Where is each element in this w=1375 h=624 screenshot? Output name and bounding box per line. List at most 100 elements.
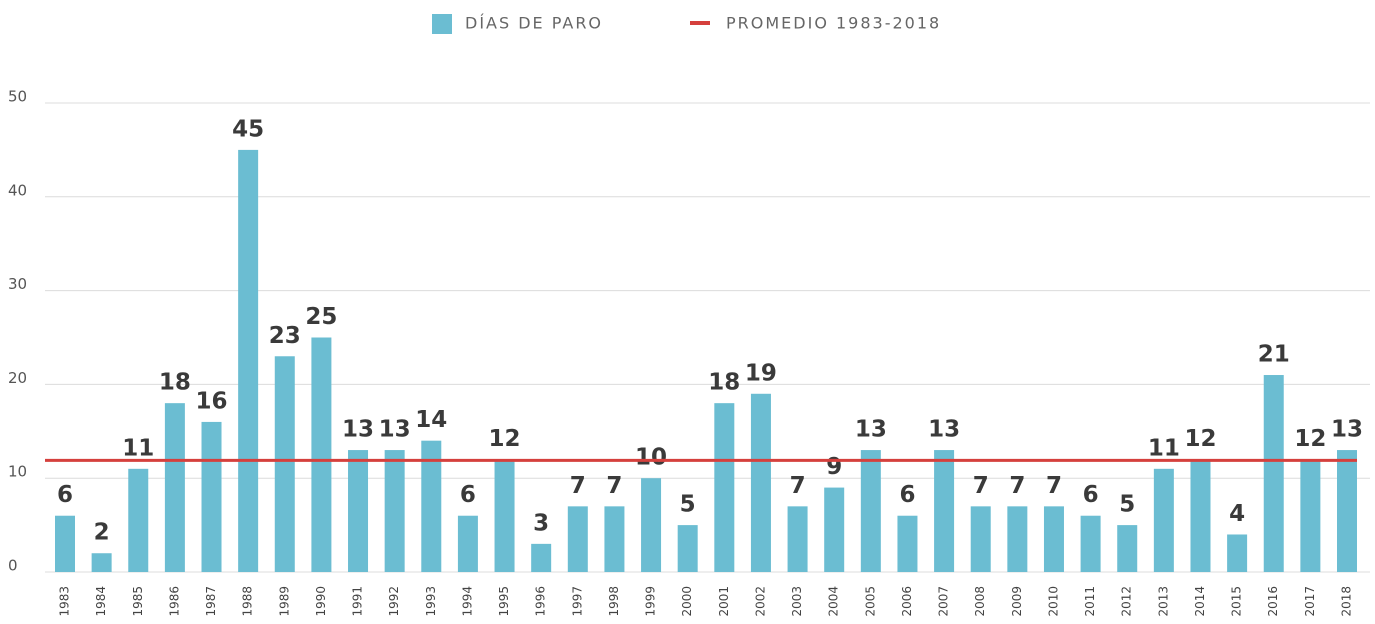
- x-tick-label: 2011: [1083, 586, 1097, 617]
- bar: [55, 515, 75, 572]
- data-label: 12: [489, 426, 521, 452]
- y-tick-label: 50: [8, 88, 27, 106]
- data-label: 18: [159, 370, 191, 396]
- bar: [1117, 525, 1138, 572]
- data-label: 14: [415, 407, 447, 433]
- data-label: 2: [94, 520, 110, 546]
- data-label: 25: [305, 304, 337, 330]
- data-label: 16: [196, 388, 228, 414]
- x-tick-label: 1999: [644, 586, 658, 617]
- x-tick-label: 2005: [863, 586, 877, 617]
- data-label: 6: [899, 482, 915, 508]
- data-label: 6: [57, 482, 73, 508]
- bar: [604, 506, 625, 572]
- bar: [1337, 450, 1357, 572]
- x-tick-label: 2006: [900, 586, 914, 617]
- data-label: 11: [1148, 435, 1180, 461]
- data-label: 7: [1009, 473, 1025, 499]
- data-label: 21: [1258, 342, 1290, 368]
- bar: [274, 356, 295, 572]
- bar: [897, 515, 918, 572]
- bar: [128, 468, 149, 572]
- bar: [970, 506, 991, 572]
- x-tick-label: 1991: [351, 586, 365, 617]
- bar: [1227, 534, 1248, 572]
- bar: [1043, 506, 1064, 572]
- legend-label: DÍAS DE PARO: [465, 14, 603, 33]
- data-label: 13: [379, 417, 411, 443]
- y-tick-label: 20: [8, 369, 27, 387]
- y-tick-label: 30: [8, 275, 27, 293]
- bar: [311, 337, 332, 572]
- data-label: 3: [533, 510, 549, 536]
- bar: [787, 506, 808, 572]
- x-tick-label: 1988: [241, 586, 255, 617]
- bar: [164, 403, 185, 572]
- bar: [91, 553, 112, 572]
- x-tick-label: 2007: [937, 586, 951, 617]
- x-tick-label: 1983: [58, 586, 72, 617]
- data-label: 13: [342, 417, 374, 443]
- bar: [567, 506, 588, 572]
- data-label: 4: [1229, 501, 1245, 527]
- y-tick-label: 0: [8, 557, 18, 575]
- bar: [934, 450, 955, 572]
- x-tick-label: 2009: [1010, 586, 1024, 617]
- bar: [641, 478, 662, 572]
- x-tick-label: 1987: [204, 586, 218, 617]
- x-tick-label: 2002: [753, 586, 767, 617]
- data-label: 7: [790, 473, 806, 499]
- x-tick-label: 2016: [1266, 586, 1280, 617]
- x-tick-label: 2010: [1046, 586, 1060, 617]
- bar: [677, 525, 698, 572]
- data-label: 19: [745, 360, 777, 386]
- data-label: 23: [269, 323, 301, 349]
- bar: [824, 487, 845, 572]
- legend-label: PROMEDIO 1983-2018: [726, 14, 941, 33]
- x-tick-label: 1989: [277, 586, 291, 617]
- x-tick-label: 2014: [1193, 586, 1207, 617]
- x-tick-label: 2015: [1230, 586, 1244, 617]
- x-tick-label: 2001: [717, 586, 731, 617]
- data-label: 12: [1294, 426, 1326, 452]
- bar: [1007, 506, 1028, 572]
- x-tick-label: 1996: [534, 586, 548, 617]
- data-label: 10: [635, 445, 667, 471]
- data-label: 9: [826, 454, 842, 480]
- data-label: 45: [232, 116, 264, 142]
- x-tick-label: 1984: [94, 586, 108, 617]
- x-tick-label: 1994: [460, 586, 474, 617]
- x-tick-label: 1992: [387, 586, 401, 617]
- data-label: 7: [570, 473, 586, 499]
- bar: [860, 450, 881, 572]
- data-label: 7: [606, 473, 622, 499]
- bar: [714, 403, 735, 572]
- data-label: 5: [680, 492, 696, 518]
- x-tick-label: 1986: [167, 586, 181, 617]
- bar: [494, 459, 515, 572]
- bar: [238, 149, 259, 572]
- y-tick-label: 10: [8, 463, 27, 481]
- bar: [750, 393, 771, 572]
- bar: [1153, 468, 1174, 572]
- x-tick-label: 1998: [607, 586, 621, 617]
- x-tick-label: 2000: [680, 586, 694, 617]
- bar: [201, 421, 222, 572]
- x-tick-label: 1985: [131, 586, 145, 617]
- x-tick-label: 2003: [790, 586, 804, 617]
- data-label: 6: [1083, 482, 1099, 508]
- x-tick-label: 2017: [1303, 586, 1317, 617]
- legend-swatch: [432, 14, 452, 34]
- data-label: 6: [460, 482, 476, 508]
- bar: [1080, 515, 1101, 572]
- data-label: 11: [122, 435, 154, 461]
- bar: [348, 450, 369, 572]
- bar: [1190, 459, 1211, 572]
- bar: [384, 450, 405, 572]
- x-tick-label: 1997: [570, 586, 584, 617]
- x-tick-label: 2013: [1156, 586, 1170, 617]
- bar: [1263, 375, 1284, 572]
- data-label: 13: [855, 417, 887, 443]
- x-tick-label: 2008: [973, 586, 987, 617]
